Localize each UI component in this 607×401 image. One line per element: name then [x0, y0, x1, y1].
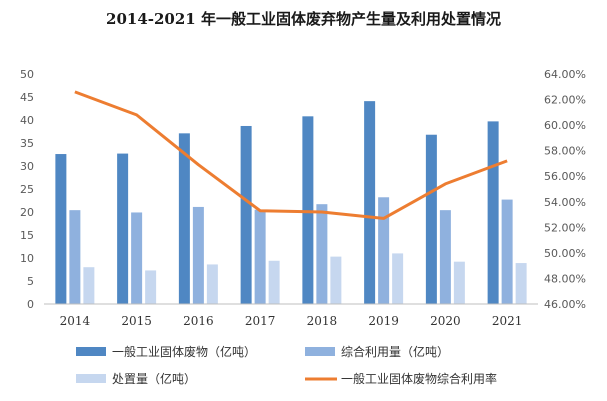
y-left-tick-label: 0: [27, 298, 34, 311]
line-layer: [74, 90, 508, 220]
bar: [302, 116, 314, 304]
legend-swatch: [305, 347, 335, 356]
bar: [316, 204, 328, 304]
y-right-tick-label: 48.00%: [544, 272, 586, 285]
y-right-tick-label: 46.00%: [544, 298, 586, 311]
legend-label: 综合利用量（亿吨）: [341, 344, 449, 359]
bar: [515, 263, 527, 304]
x-tick-label: 2017: [245, 314, 276, 328]
bar: [392, 253, 404, 304]
bar: [131, 212, 143, 304]
x-tick-label: 2016: [183, 314, 214, 328]
legend-label: 处置量（亿吨）: [112, 371, 196, 386]
series-line: [74, 90, 508, 220]
bar: [268, 260, 280, 304]
y-right-tick-label: 62.00%: [544, 94, 586, 107]
x-tick-label: 2021: [492, 314, 523, 328]
y-right-tick-label: 56.00%: [544, 170, 586, 183]
bar: [240, 125, 252, 304]
legend-swatch: [76, 374, 106, 383]
bar: [83, 267, 95, 304]
y-right-tick-label: 50.00%: [544, 247, 586, 260]
bar: [178, 133, 190, 304]
chart-title: 2014-2021 年一般工业固体废弃物产生量及利用处置情况: [106, 10, 501, 28]
y-right-tick-label: 54.00%: [544, 196, 586, 209]
x-tick-label: 2018: [307, 314, 338, 328]
y-left-tick-label: 20: [20, 206, 34, 219]
bar: [453, 261, 465, 304]
y-left-tick-label: 40: [20, 114, 34, 127]
y-right-tick-label: 52.00%: [544, 221, 586, 234]
y-left-tick-label: 25: [20, 183, 34, 196]
y-left-tick-label: 5: [27, 275, 34, 288]
bar: [378, 197, 390, 304]
bar: [487, 121, 499, 304]
bar: [145, 270, 157, 304]
axes-layer: 0 5 10 15 20 25 30 35 40 45 50 46.00% 48.00% 50.00% 52…: [20, 68, 586, 328]
x-tick-label: 2014: [60, 314, 91, 328]
x-tick-label: 2015: [121, 314, 152, 328]
bar: [192, 206, 204, 304]
y-left-tick-label: 15: [20, 229, 34, 242]
legend-swatch: [76, 347, 106, 356]
bar: [439, 210, 451, 304]
y-right-tick-label: 58.00%: [544, 145, 586, 158]
x-tick-label: 2019: [368, 314, 399, 328]
y-right-tick-label: 60.00%: [544, 119, 586, 132]
legend-label: 一般工业固体废物（亿吨）: [112, 344, 256, 359]
bar: [117, 153, 129, 304]
legend: 一般工业固体废物（亿吨） 综合利用量（亿吨） 处置量（亿吨） 一般工业固体废物综合利用…: [76, 344, 497, 386]
bar: [206, 264, 218, 304]
bar: [425, 134, 437, 304]
bar: [69, 210, 81, 304]
y-right-tick-label: 64.00%: [544, 68, 586, 81]
bar: [330, 256, 342, 304]
y-left-tick-label: 45: [20, 91, 34, 104]
x-tick-label: 2020: [430, 314, 461, 328]
bars-layer: [55, 101, 527, 304]
y-left-tick-label: 35: [20, 137, 34, 150]
legend-label: 一般工业固体废物综合利用率: [341, 371, 497, 386]
bar: [501, 199, 513, 304]
bar: [254, 209, 266, 304]
y-left-tick-label: 10: [20, 252, 34, 265]
y-left-tick-label: 50: [20, 68, 34, 81]
bar: [364, 101, 376, 304]
bar: [55, 154, 67, 304]
y-left-tick-label: 30: [20, 160, 34, 173]
